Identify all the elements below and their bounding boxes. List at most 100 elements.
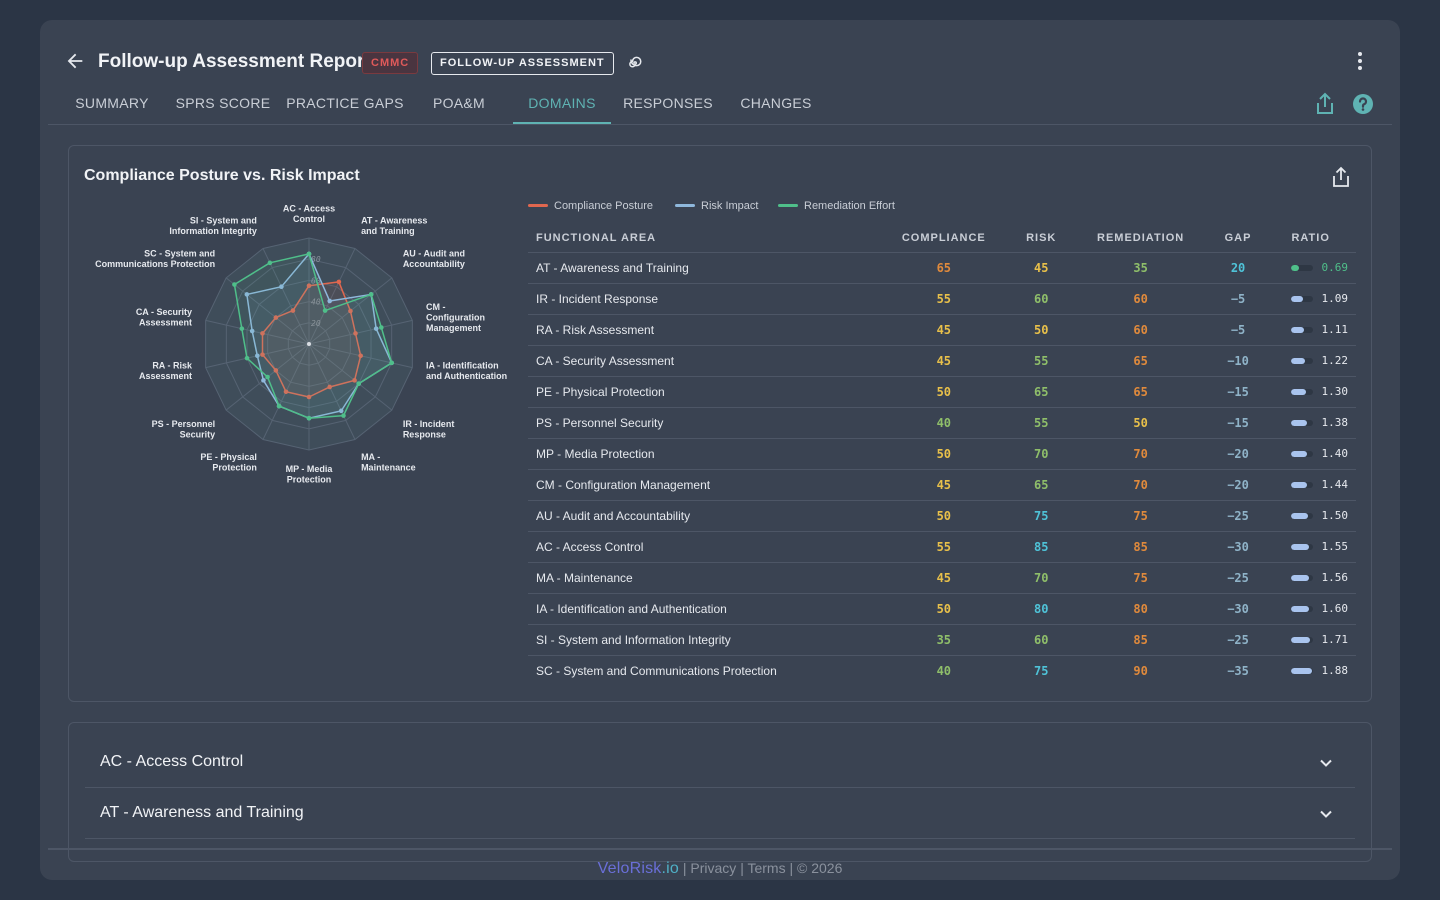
col-functional-area[interactable]: FUNCTIONAL AREA <box>528 224 894 253</box>
table-row[interactable]: SC - System and Communications Protectio… <box>528 655 1356 686</box>
legend-item-risk[interactable]: Risk Impact <box>675 200 758 212</box>
ratio-bar <box>1291 482 1314 488</box>
cell-compliance: 45 <box>893 469 994 501</box>
table-row[interactable]: AC - Access Control 55 85 85 −30 1.55 <box>528 531 1356 563</box>
cell-area: AU - Audit and Accountability <box>528 500 894 532</box>
cell-risk: 75 <box>993 500 1089 532</box>
tab-practice-gaps[interactable]: PRACTICE GAPS <box>286 95 404 111</box>
ratio-value: 1.30 <box>1321 385 1348 398</box>
col-ratio[interactable]: RATIO <box>1283 224 1356 253</box>
table-row[interactable]: AT - Awareness and Training 65 45 35 20 0.69 <box>528 252 1356 284</box>
radar-axis-label: Security <box>180 429 216 439</box>
cell-ratio: 1.38 <box>1283 407 1356 439</box>
chevron-down-icon[interactable] <box>1319 756 1333 770</box>
table-row[interactable]: IA - Identification and Authentication 50… <box>528 593 1356 625</box>
cell-risk: 70 <box>993 562 1089 594</box>
table-row[interactable]: MA - Maintenance 45 70 75 −25 1.56 <box>528 562 1356 594</box>
cell-remediation: 90 <box>1133 663 1148 678</box>
terms-link[interactable]: Terms <box>747 860 786 876</box>
radar-axis-label: CA - Security <box>136 307 192 317</box>
cell-compliance: 45 <box>893 345 994 377</box>
cell-gap: −25 <box>1192 500 1284 532</box>
tab-sprs-score[interactable]: SPRS SCORE <box>175 95 271 111</box>
chevron-down-icon[interactable] <box>1319 807 1333 821</box>
radar-axis-label: MA - <box>361 452 380 462</box>
legend-swatch <box>778 203 798 207</box>
legend-label: Compliance Posture <box>554 200 654 212</box>
cell-ratio: 1.09 <box>1283 283 1356 315</box>
radar-tick-label: 40 <box>311 298 321 307</box>
radar-axis-label: AU - Audit and <box>403 249 465 259</box>
radar-point <box>322 308 328 313</box>
footer-separator: | <box>736 860 748 876</box>
share-icon[interactable] <box>1331 166 1351 188</box>
cell-ratio: 0.69 <box>1283 252 1356 284</box>
radar-axis-label: Assessment <box>139 318 192 328</box>
arrow-left-icon[interactable] <box>64 50 86 72</box>
accordion-item-at[interactable]: AT - Awareness and Training <box>85 789 1355 839</box>
tab-changes[interactable]: CHANGES <box>740 95 812 111</box>
table-row[interactable]: SI - System and Information Integrity 35 6… <box>528 624 1356 656</box>
radar-point <box>232 282 237 287</box>
radar-axis-label: Management <box>426 323 481 333</box>
tab-poam[interactable]: POA&M <box>432 95 486 111</box>
table-row[interactable]: AU - Audit and Accountability 50 75 75 −25 1.… <box>528 500 1356 532</box>
col-compliance[interactable]: COMPLIANCE <box>893 224 994 253</box>
help-icon[interactable] <box>1352 93 1374 115</box>
cell-risk: 70 <box>993 438 1089 470</box>
cell-risk: 65 <box>993 376 1089 408</box>
table-row[interactable]: MP - Media Protection 50 70 70 −20 1.40 <box>528 438 1356 470</box>
cell-remediation: 70 <box>1088 469 1193 501</box>
tab-responses[interactable]: RESPONSES <box>623 95 713 111</box>
radar-point <box>244 292 250 297</box>
cell-risk: 55 <box>993 345 1089 377</box>
cell-compliance: 55 <box>893 531 994 563</box>
tab-domains[interactable]: DOMAINS <box>513 84 611 124</box>
table-row[interactable]: CA - Security Assessment 45 55 65 −10 1.22 <box>528 345 1356 377</box>
radar-point <box>290 308 296 313</box>
cell-gap: −25 <box>1192 562 1284 594</box>
radar-axis-label: AC - Access <box>283 204 335 214</box>
more-vertical-icon[interactable] <box>1350 50 1370 72</box>
ratio-bar-fill <box>1291 358 1305 364</box>
ratio-bar-fill <box>1291 451 1307 457</box>
col-gap[interactable]: GAP <box>1192 224 1284 253</box>
col-remediation[interactable]: REMEDIATION <box>1088 224 1193 253</box>
brand-logo[interactable]: VeloRisk.io <box>598 860 679 877</box>
page-title: Follow-up Assessment Report <box>98 51 371 72</box>
radar-point <box>306 394 312 400</box>
legend-label: Remediation Effort <box>804 200 895 212</box>
tab-summary[interactable]: SUMMARY <box>75 95 149 111</box>
radar-axis-label: Accountability <box>403 259 465 269</box>
spiral-icon[interactable] <box>625 54 643 72</box>
table-row[interactable]: CM - Configuration Management 45 65 70 −20 1.… <box>528 469 1356 501</box>
radar-axis-label: RA - Risk <box>152 360 193 370</box>
col-risk[interactable]: RISK <box>993 224 1089 253</box>
ratio-value: 1.38 <box>1321 416 1348 429</box>
report-header: Follow-up Assessment Report CMMC FOLLOW-… <box>40 20 1400 125</box>
radar-axis-label: PE - Physical <box>200 452 257 462</box>
radar-point <box>261 378 266 383</box>
radar-point <box>276 403 282 409</box>
cell-area: IA - Identification and Authentication <box>528 593 894 625</box>
privacy-link[interactable]: Privacy <box>690 860 737 876</box>
cell-area: SI - System and Information Integrity <box>528 624 894 656</box>
accordion-item-ac[interactable]: AC - Access Control <box>85 738 1355 788</box>
table-row[interactable]: PE - Physical Protection 50 65 65 −15 1.30 <box>528 376 1356 408</box>
radar-axis-label: Protection <box>212 463 257 473</box>
radar-point <box>306 415 312 421</box>
table-row[interactable]: IR - Incident Response 55 60 60 −5 1.09 <box>528 283 1356 315</box>
accordion-label: AT - Awareness and Training <box>100 804 304 821</box>
legend-item-compliance[interactable]: Compliance Posture <box>528 200 653 212</box>
radar-axis-label: MP - Media <box>286 464 334 474</box>
share-icon[interactable] <box>1314 92 1336 116</box>
cell-remediation: 75 <box>1088 562 1193 594</box>
cell-gap: −5 <box>1192 314 1284 346</box>
card-title: Compliance Posture vs. Risk Impact <box>84 167 360 184</box>
table-row[interactable]: RA - Risk Assessment 45 50 60 −5 1.11 <box>528 314 1356 346</box>
radar-point <box>244 355 250 361</box>
radar-point <box>267 260 273 266</box>
legend-item-remediation[interactable]: Remediation Effort <box>778 200 895 212</box>
cell-compliance: 40 <box>936 663 952 678</box>
table-row[interactable]: PS - Personnel Security 40 55 50 −15 1.38 <box>528 407 1356 439</box>
